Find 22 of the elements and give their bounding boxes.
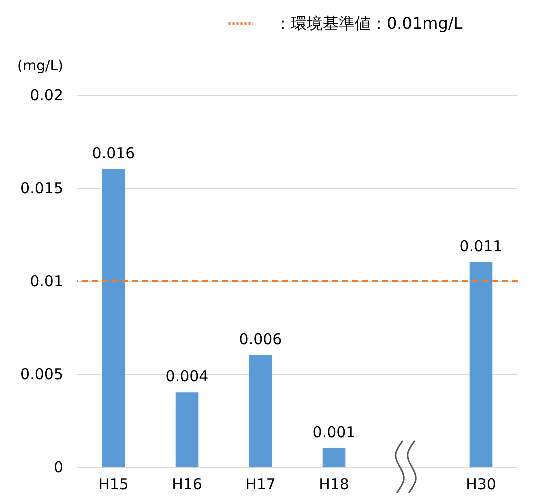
data-label: 0.011 [460,237,503,256]
y-tick-label: 0.015 [20,180,64,198]
x-tick-label: H30 [466,476,496,494]
data-label: 0.004 [166,368,209,386]
x-tick-label: H15 [98,476,129,494]
legend-label: ：環境基準値：0.01mg/L [275,14,463,33]
data-label: 0.001 [312,423,356,442]
y-tick-label: 0.02 [30,86,64,104]
bar [176,392,199,467]
x-tick-label: H18 [319,476,350,494]
bar [102,169,126,467]
x-tick-label: H16 [172,476,202,494]
y-tick-label: 0 [54,458,64,476]
y-tick-label: 0.005 [20,366,64,384]
y-tick-label: 0.01 [30,272,64,290]
y-axis-title: (mg/L) [18,58,64,74]
bar [249,355,272,467]
data-label: 0.016 [92,144,136,162]
data-label: 0.006 [239,330,282,348]
x-tick-label: H17 [246,476,276,494]
bar [322,448,346,467]
bar [470,262,493,467]
